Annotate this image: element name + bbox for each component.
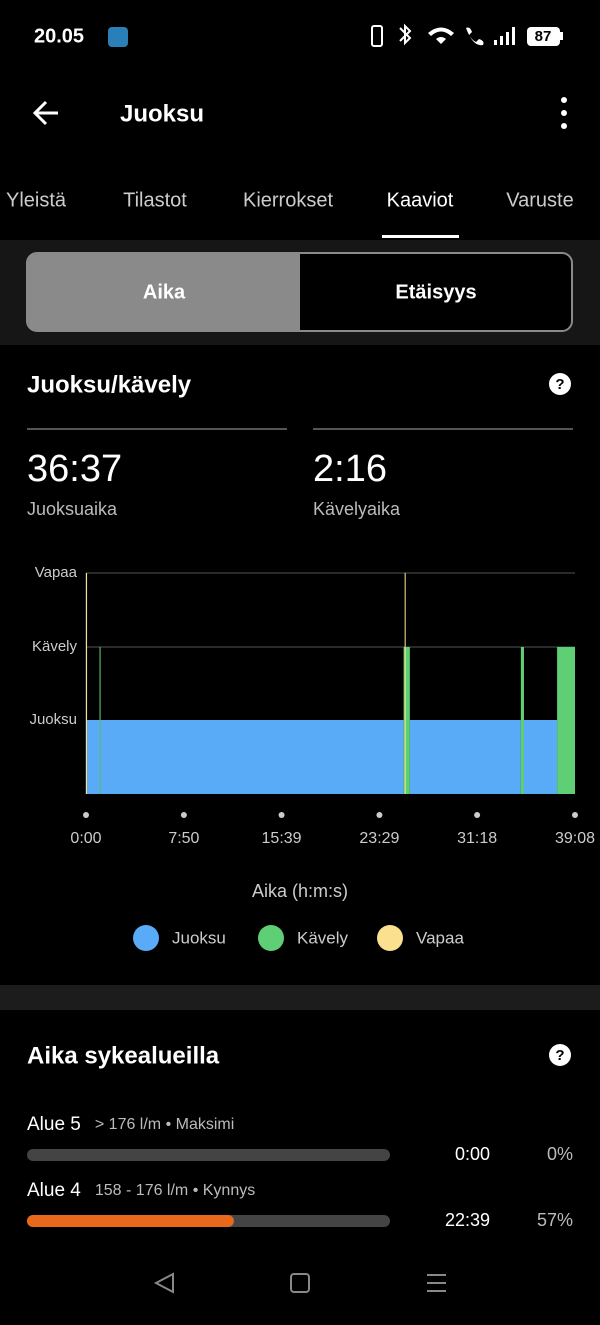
zone-name: Alue 5 <box>27 1114 81 1135</box>
tab[interactable]: Varuste <box>506 189 573 211</box>
nav-recents[interactable] <box>427 1274 446 1292</box>
segment <box>99 647 101 794</box>
segment <box>403 647 410 794</box>
divider <box>27 428 287 430</box>
zone-track <box>27 1149 390 1161</box>
legend-label: Juoksu <box>172 928 226 947</box>
nav-back[interactable] <box>153 1272 174 1294</box>
legend-label: Kävely <box>297 928 349 947</box>
legend-swatch <box>133 925 159 951</box>
app-icon <box>108 27 128 47</box>
toggle-selected <box>28 254 300 330</box>
tab-indicator <box>382 235 459 238</box>
tick-dot <box>376 812 383 818</box>
x-tick-label: 31:18 <box>457 830 497 847</box>
zone-bar <box>27 1215 234 1227</box>
zone-name: Alue 4 <box>27 1180 81 1201</box>
legend-label: Vapaa <box>416 928 464 947</box>
clock: 20.05 <box>34 25 84 47</box>
menu-button[interactable] <box>561 97 567 129</box>
help-icon[interactable] <box>549 1044 571 1066</box>
segment <box>523 720 558 794</box>
legend-swatch <box>258 925 284 951</box>
legend-swatch <box>377 925 403 951</box>
x-tick-label: 0:00 <box>70 830 101 847</box>
segment <box>409 720 521 794</box>
page-title: Juoksu <box>120 100 204 127</box>
section-gap <box>0 985 600 1010</box>
segment <box>86 573 88 794</box>
x-tick-label: 23:29 <box>359 830 399 847</box>
tab[interactable]: Kaaviot <box>387 189 454 211</box>
x-tick-label: 39:08 <box>555 830 595 847</box>
tick-dot <box>278 812 285 818</box>
stat-label: Juoksuaika <box>27 499 118 519</box>
segment <box>87 720 100 794</box>
help-glyph: ? <box>555 1047 564 1064</box>
tick-dot <box>180 812 187 818</box>
stat-value: 2:16 <box>313 448 387 490</box>
zone-time: 0:00 <box>455 1144 490 1164</box>
tick-dot <box>572 812 578 818</box>
status-icons <box>371 23 563 47</box>
x-tick-label: 7:50 <box>168 830 199 847</box>
tab[interactable]: Kierrokset <box>243 189 333 211</box>
y-tick-label: Juoksu <box>29 711 77 728</box>
zone-range: 158 - 176 l/m • Kynnys <box>95 1182 255 1199</box>
y-tick-label: Vapaa <box>35 564 78 581</box>
tab[interactable]: Yleistä <box>6 189 67 211</box>
segment <box>404 573 406 794</box>
nav-bar <box>0 1245 600 1320</box>
stat-value: 36:37 <box>27 448 122 490</box>
tick-dot <box>83 812 89 818</box>
zone-percent: 57% <box>537 1210 573 1230</box>
x-tick-label: 15:39 <box>262 830 302 847</box>
x-axis-title: Aika (h:m:s) <box>252 881 348 901</box>
tab[interactable]: Tilastot <box>123 189 187 211</box>
zone-range: > 176 l/m • Maksimi <box>95 1116 234 1133</box>
toggle-option[interactable]: Etäisyys <box>395 281 476 303</box>
nav-home[interactable] <box>290 1273 310 1293</box>
zone-time: 22:39 <box>445 1210 490 1230</box>
divider <box>313 428 573 430</box>
toggle-option[interactable]: Aika <box>143 281 186 303</box>
card-title: Aika sykealueilla <box>27 1042 220 1069</box>
zone-percent: 0% <box>547 1144 573 1164</box>
help-icon[interactable] <box>549 373 571 395</box>
y-tick-label: Kävely <box>32 638 78 655</box>
segment <box>520 647 524 794</box>
segment <box>100 720 404 794</box>
battery-level: 87 <box>535 28 552 45</box>
card-title: Juoksu/kävely <box>27 371 192 398</box>
tick-dot <box>474 812 481 818</box>
segment <box>557 647 575 794</box>
help-glyph: ? <box>555 376 564 393</box>
back-button[interactable] <box>32 100 58 126</box>
stat-label: Kävelyaika <box>313 499 401 519</box>
